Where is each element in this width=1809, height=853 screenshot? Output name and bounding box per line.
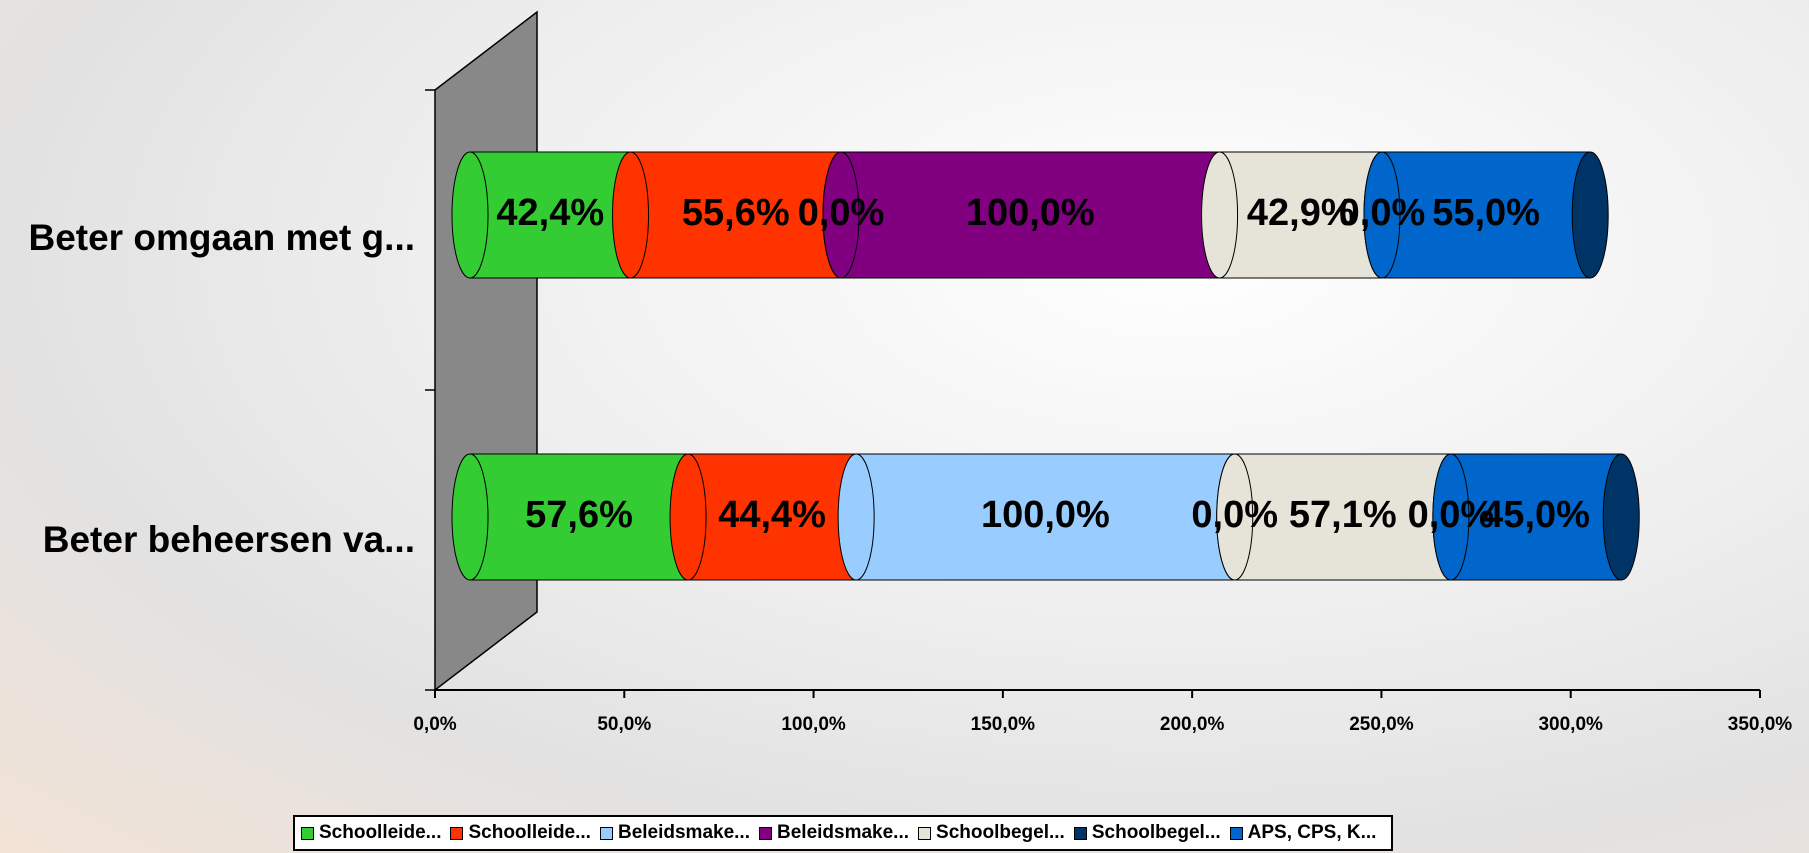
data-label: 100,0% bbox=[981, 494, 1110, 536]
legend-item: Beleidsmake... bbox=[759, 822, 909, 844]
legend-swatch bbox=[301, 827, 314, 840]
data-label: 57,6% bbox=[525, 494, 633, 536]
legend-swatch bbox=[759, 827, 772, 840]
x-tick-label: 200,0% bbox=[1160, 714, 1225, 735]
data-label: 57,1% bbox=[1289, 494, 1397, 536]
bar-end bbox=[1603, 454, 1639, 580]
data-label: 45,0% bbox=[1482, 494, 1590, 536]
legend-label: Schoolleide... bbox=[319, 822, 441, 844]
legend-item: Beleidsmake... bbox=[600, 822, 750, 844]
legend-item: Schoolleide... bbox=[450, 822, 590, 844]
data-label: 100,0% bbox=[966, 192, 1095, 234]
legend-swatch bbox=[918, 827, 931, 840]
data-label: 0,0% bbox=[1339, 192, 1426, 234]
y-tick-label: Beter omgaan met g... bbox=[28, 217, 415, 258]
legend-swatch bbox=[600, 827, 613, 840]
x-tick-label: 100,0% bbox=[781, 714, 846, 735]
legend-item: Schoolleide... bbox=[301, 822, 441, 844]
x-tick-label: 300,0% bbox=[1538, 714, 1603, 735]
legend-label: Schoolbegel... bbox=[936, 822, 1065, 844]
bar-end bbox=[1572, 152, 1608, 278]
x-tick-label: 350,0% bbox=[1728, 714, 1793, 735]
legend-swatch bbox=[1074, 827, 1087, 840]
legend: Schoolleide... Schoolleide... Beleidsmake.… bbox=[293, 815, 1393, 851]
x-tick-label: 150,0% bbox=[971, 714, 1036, 735]
legend-swatch bbox=[450, 827, 463, 840]
chart: 0,0% 50,0% 100,0% 150,0% 200,0% 250,0% 300,0% 3… bbox=[0, 0, 1809, 853]
data-label: 0,0% bbox=[798, 192, 885, 234]
legend-label: Beleidsmake... bbox=[618, 822, 750, 844]
data-label: 55,6% bbox=[682, 192, 790, 234]
legend-label: APS, CPS, K... bbox=[1248, 822, 1377, 844]
legend-item: Schoolbegel... bbox=[918, 822, 1065, 844]
bar-cap bbox=[1202, 152, 1238, 278]
x-tick-label: 250,0% bbox=[1349, 714, 1414, 735]
bar-cap bbox=[670, 454, 706, 580]
legend-item: APS, CPS, K... bbox=[1230, 822, 1377, 844]
bar-cap bbox=[838, 454, 874, 580]
data-label: 42,4% bbox=[496, 192, 604, 234]
legend-swatch bbox=[1230, 827, 1243, 840]
bar-cap bbox=[613, 152, 649, 278]
y-tick-label: Beter beheersen va... bbox=[43, 519, 415, 560]
x-tick-label: 50,0% bbox=[597, 714, 651, 735]
data-label: 0,0% bbox=[1191, 494, 1278, 536]
bar-cap bbox=[452, 454, 488, 580]
back-wall bbox=[435, 12, 537, 690]
bar-cap bbox=[452, 152, 488, 278]
legend-label: Beleidsmake... bbox=[777, 822, 909, 844]
x-tick-label: 0,0% bbox=[413, 714, 456, 735]
page: 0,0% 50,0% 100,0% 150,0% 200,0% 250,0% 300,0% 3… bbox=[0, 0, 1809, 853]
legend-label: Schoolbegel... bbox=[1092, 822, 1221, 844]
data-label: 44,4% bbox=[718, 494, 826, 536]
legend-item: Schoolbegel... bbox=[1074, 822, 1221, 844]
data-label: 55,0% bbox=[1432, 192, 1540, 234]
legend-label: Schoolleide... bbox=[468, 822, 590, 844]
